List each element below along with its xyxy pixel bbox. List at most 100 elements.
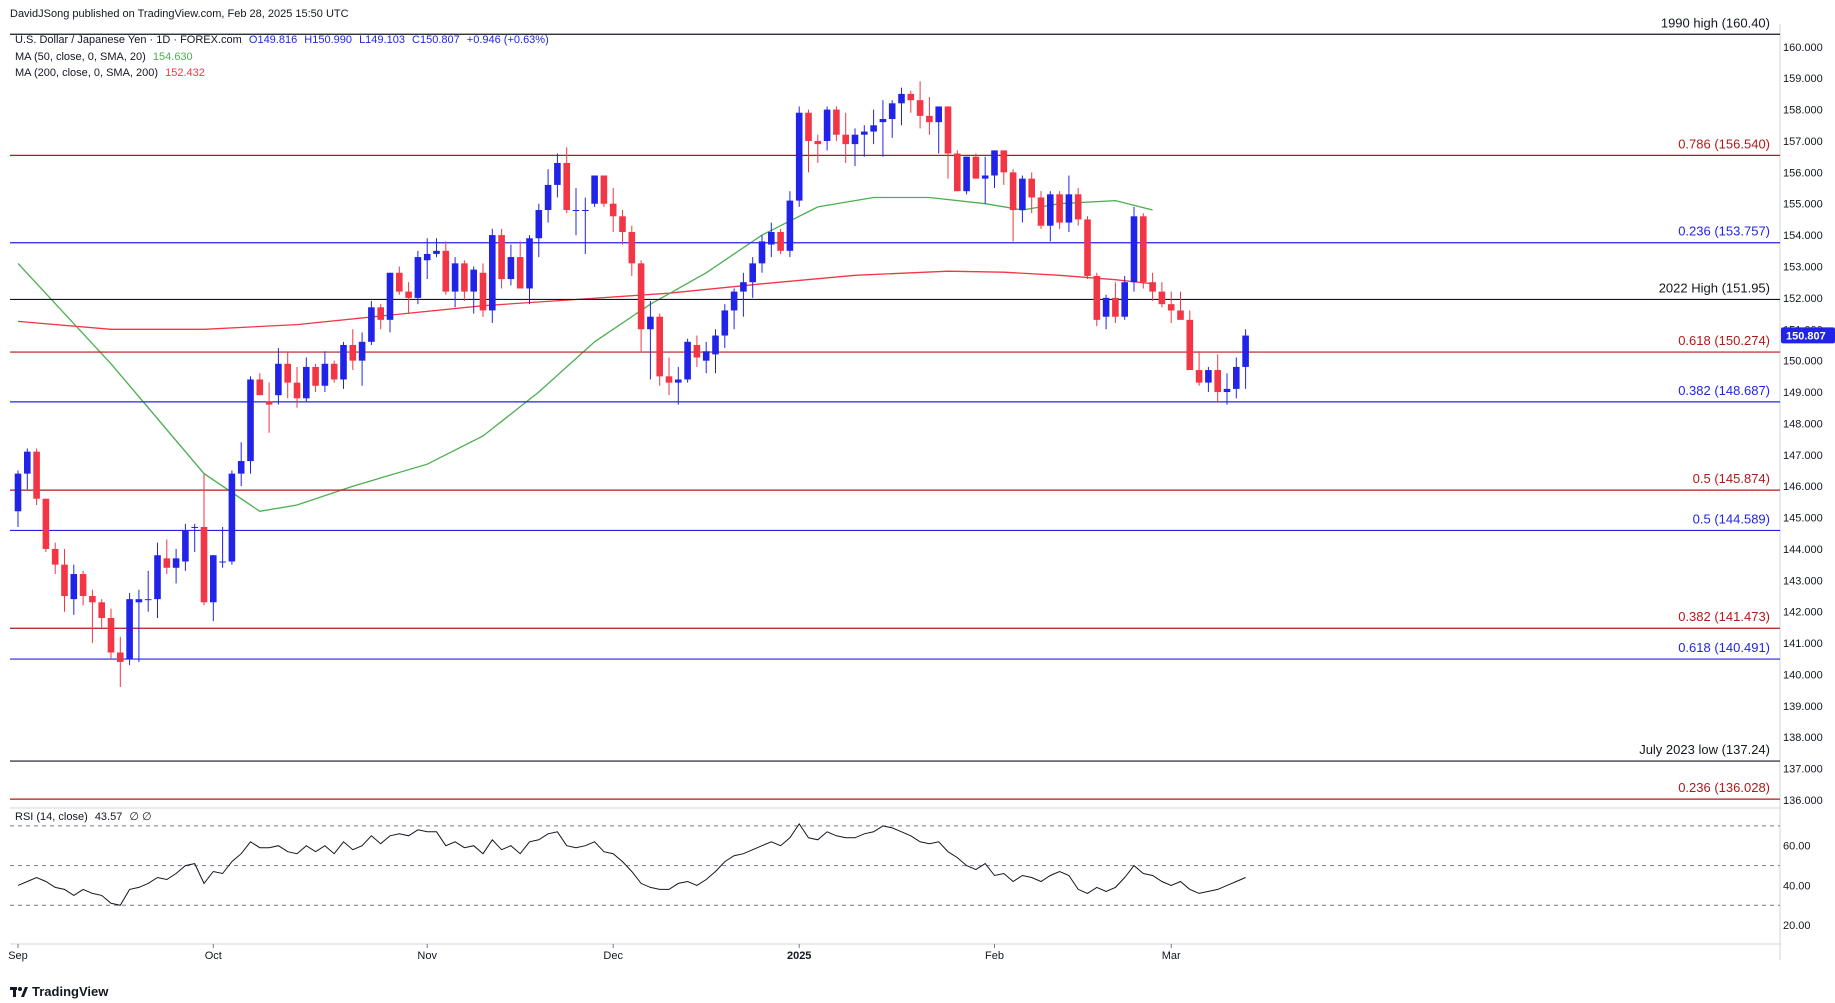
price-tick-label: 156.000 [1783,167,1823,179]
candle-body [1233,366,1240,389]
candle-body [963,156,970,192]
candle-body [851,134,859,145]
rsi-legend[interactable]: RSI (14, close) 43.57 ∅ ∅ [15,810,156,823]
candle-body [600,175,608,204]
candle-body [1158,291,1166,305]
candle-body [489,235,496,311]
tradingview-logo[interactable]: TradingView [10,984,108,999]
ohlc-high: H150.990 [304,34,352,46]
price-tick-label: 137.000 [1783,764,1823,776]
candle-body [526,238,533,289]
rsi-label: RSI (14, close) [15,811,88,823]
level-label-4: 0.618 (150.274) [1678,333,1770,348]
candle-body [321,363,329,386]
ma200-value: 152.432 [165,67,205,79]
candle-body [498,235,505,280]
candle-body [684,341,691,380]
ma50-value: 154.630 [152,51,193,63]
ma50-legend[interactable]: MA (50, close, 0, SMA, 20) 154.630 [15,51,197,63]
price-tick-label: 154.000 [1783,230,1823,242]
candle-body [712,335,719,355]
price-tick-label: 153.000 [1783,262,1823,274]
candle-body [1047,194,1054,226]
candle-body [870,125,877,132]
price-tick-label: 157.000 [1783,136,1823,148]
candle-body [507,257,515,280]
candle-body [861,131,868,135]
candle-body [275,363,282,396]
candle-body [749,263,756,283]
rsi-tick-label: 40.00 [1783,880,1811,892]
candle-body [182,530,189,562]
candle-body [702,351,710,361]
candle-body [544,184,552,211]
candle-body [451,263,459,292]
candle-body [423,253,431,261]
time-tick-label: Feb [985,950,1004,962]
candle-body [349,344,357,361]
candle-body [210,555,217,603]
candle-body [637,263,645,330]
ma200-line [17,270,1153,330]
candle-body [1214,370,1221,393]
price-tick-label: 147.000 [1783,450,1823,462]
candle-body [768,231,775,245]
last-price-label: 150.807 [1786,330,1826,342]
candle-body [1065,194,1073,223]
candle-body [414,257,422,298]
candle-body [842,134,849,145]
candle-body [1177,310,1184,320]
candle-body [935,106,942,123]
candle-body [1093,275,1101,320]
ma200-legend[interactable]: MA (200, close, 0, SMA, 200) 152.432 [15,67,209,79]
candle-body [33,451,40,499]
candle-body [1000,150,1008,173]
candle-body [675,379,682,383]
candle-body [79,574,87,597]
level-lines: 1990 high (160.40) 0.786 (156.540) 0.236 (… [10,15,1780,800]
candle-body [1084,219,1091,276]
candle-body [916,100,924,116]
candle-body [926,115,933,123]
candle-body [24,451,31,474]
candle-body [1037,197,1045,226]
level-label-8: 0.382 (141.473) [1678,609,1770,624]
candle-body [805,112,812,141]
candle-body [833,109,840,135]
candle-body [154,555,161,600]
candle-body [1130,216,1138,283]
ma200-label: MA (200, close, 0, SMA, 200) [15,67,159,79]
candle-body [330,363,338,380]
time-tick-label: 2025 [787,950,811,962]
ma200-line-layer [17,270,1153,330]
candle-body [572,210,580,212]
price-axis[interactable]: 160.000 159.000 158.000 157.000 156.000 155.0… [1781,42,1835,807]
candle-body [823,109,831,141]
time-tick-label: Sep [8,950,28,962]
time-axis[interactable]: Sep Oct Nov Dec 2025 Feb Mar [8,944,1181,962]
candle-body [247,379,254,462]
price-tick-label: 160.000 [1783,42,1823,54]
candle-body [303,366,310,399]
candle-body [200,526,208,603]
candle-body [479,272,487,311]
candle-body [898,93,905,104]
price-tick-label: 150.000 [1783,356,1823,368]
level-label-5: 0.382 (148.687) [1678,383,1770,398]
candle-body [1223,388,1231,393]
price-tick-label: 139.000 [1783,701,1823,713]
symbol-name[interactable]: U.S. Dollar / Japanese Yen · 1D · FOREX.… [15,34,242,46]
rsi-value: 43.57 [94,811,123,823]
price-tick-label: 155.000 [1783,199,1823,211]
ohlc-change: +0.946 (+0.63%) [466,34,549,46]
candle-body [1186,319,1194,371]
candles [14,81,1249,688]
last-price-badge [1781,327,1835,344]
candle-body [609,203,617,217]
candle-body [656,316,663,377]
ohlc-close: C150.807 [412,34,460,46]
candle-body [70,574,78,600]
candle-body [144,599,152,601]
candle-body [1112,297,1119,317]
